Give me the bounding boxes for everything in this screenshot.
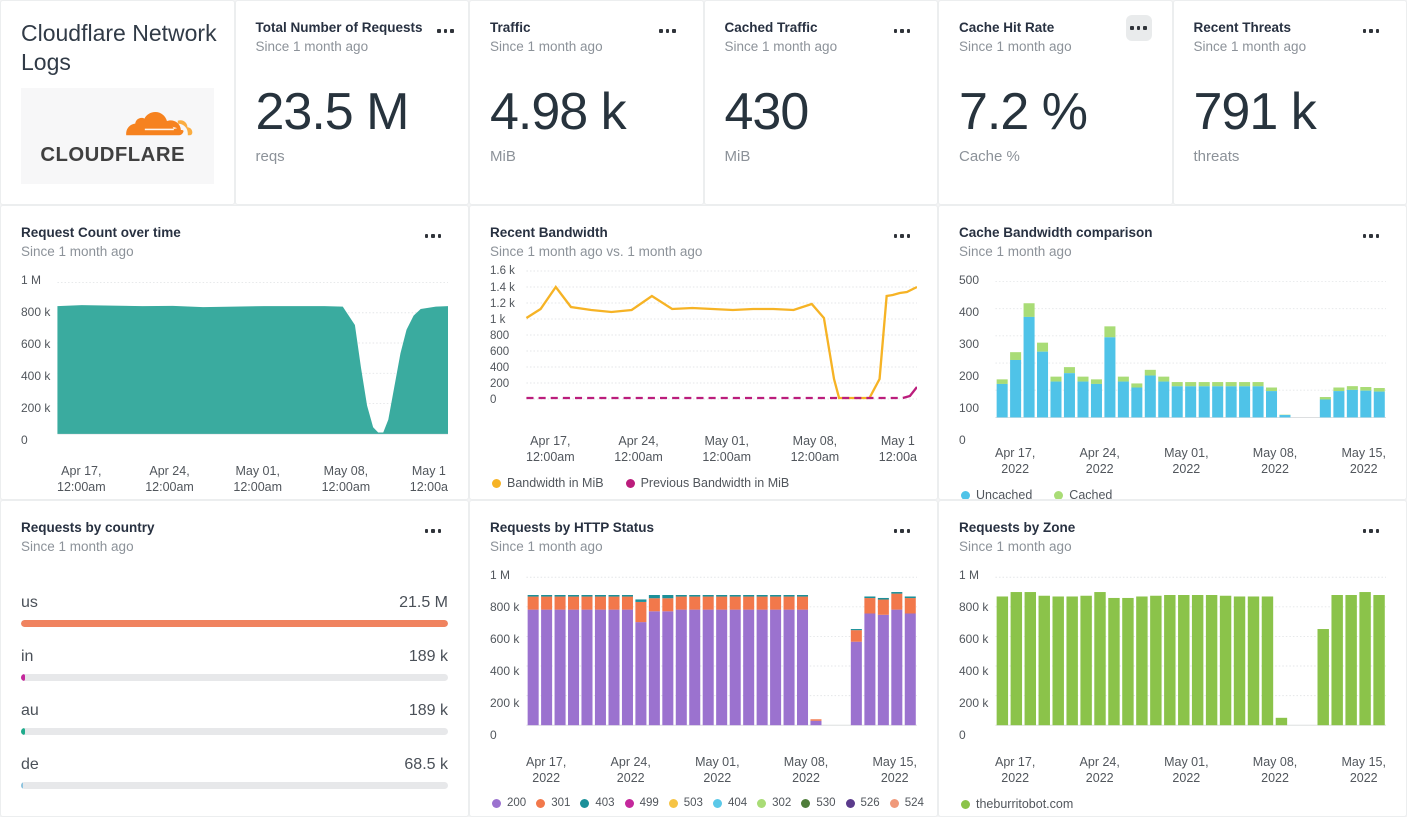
- svg-text:CLOUDFLARE: CLOUDFLARE: [40, 144, 185, 166]
